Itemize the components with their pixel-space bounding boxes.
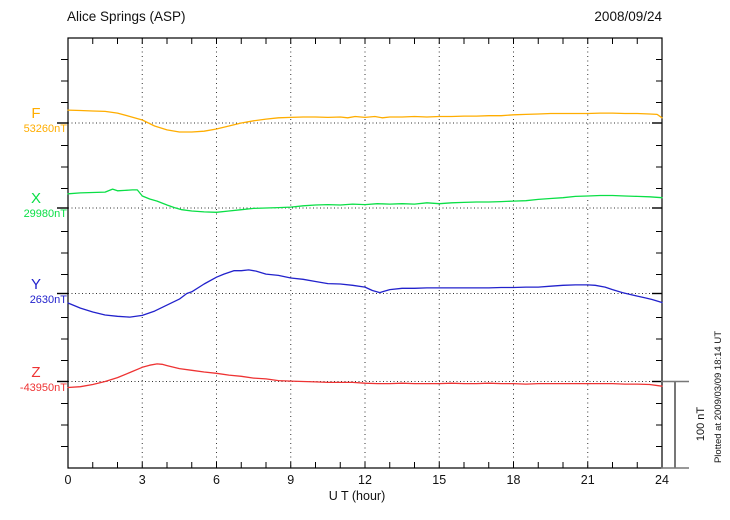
channel-baseline-F: 53260nT (23, 123, 67, 135)
station-title: Alice Springs (ASP) (67, 9, 186, 24)
channel-letter-Y: Y (30, 275, 41, 293)
date-label: 2008/09/24 (594, 9, 662, 24)
channel-letter-F: F (31, 105, 41, 122)
channel-baseline-Z: -43950nT (19, 381, 67, 394)
x-tick-label-15: 15 (432, 473, 447, 487)
plotted-at-note: Plotted at 2009/03/09 18:14 UT (713, 330, 724, 464)
x-tick-label-21: 21 (580, 473, 595, 487)
plot-frame (67, 37, 663, 469)
x-tick-label-24: 24 (655, 473, 669, 487)
x-tick-label-18: 18 (506, 473, 521, 487)
x-tick-label-9: 9 (287, 473, 295, 487)
x-tick-label-12: 12 (358, 473, 372, 487)
channel-label-Y: Y 2630nT (5, 275, 67, 306)
channel-label-F: F 53260nT (5, 105, 67, 136)
trace-X (67, 188, 663, 213)
trace-Y (67, 269, 663, 318)
channel-letter-X: X (30, 190, 41, 207)
trace-Z (67, 363, 663, 389)
x-tick-label-3: 3 (138, 473, 146, 487)
x-tick-label-6: 6 (213, 473, 220, 487)
trace-F (67, 109, 663, 133)
channel-baseline-Y: 2630nT (29, 293, 67, 306)
channel-baseline-X: 29980nT (23, 208, 67, 220)
channel-letter-Z: Z (31, 363, 41, 381)
channel-label-Z: Z -43950nT (5, 363, 67, 394)
x-axis-title: U T (hour) (328, 489, 386, 503)
scale-bar-label: 100 nT (695, 406, 707, 442)
x-tick-label-0: 0 (64, 473, 72, 487)
channel-label-X: X 29980nT (5, 190, 67, 221)
